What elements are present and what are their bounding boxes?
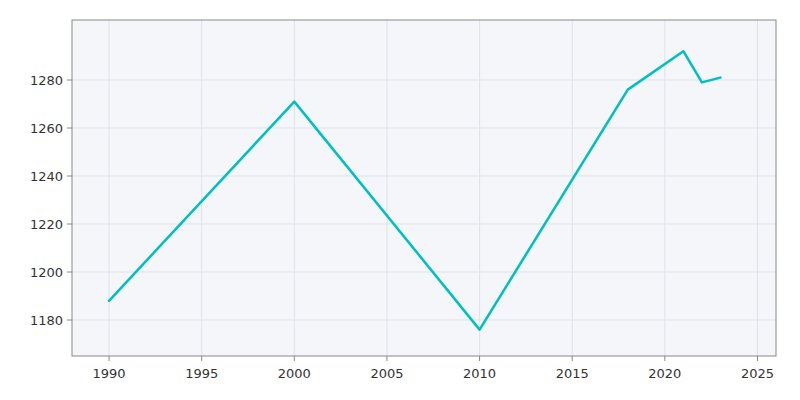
- x-tick: [664, 356, 665, 361]
- x-grid-line: [572, 20, 573, 356]
- y-tick-label: 1220: [30, 217, 63, 232]
- y-tick: [67, 80, 72, 81]
- y-tick: [67, 128, 72, 129]
- y-grid-line: [72, 320, 776, 321]
- plot-frame: [72, 20, 776, 356]
- x-tick: [201, 356, 202, 361]
- x-tick-label: 2010: [463, 366, 496, 381]
- y-grid-line: [72, 80, 776, 81]
- data-line: [109, 51, 720, 329]
- x-tick-label: 1990: [93, 366, 126, 381]
- x-grid-line: [664, 20, 665, 356]
- x-grid-line: [109, 20, 110, 356]
- axes: 1990 1995 2000 2005 2010 2015 2020 2025 1180 1200…: [30, 73, 774, 382]
- y-tick-label: 1240: [30, 169, 63, 184]
- x-tick-label: 1995: [185, 366, 218, 381]
- y-tick: [67, 320, 72, 321]
- x-grid-line: [386, 20, 387, 356]
- plot-background: [72, 20, 776, 356]
- y-tick: [67, 272, 72, 273]
- y-tick-label: 1180: [30, 313, 63, 328]
- y-grid-line: [72, 224, 776, 225]
- chart-svg: 1990 1995 2000 2005 2010 2015 2020 2025 1180 1200…: [0, 0, 800, 400]
- x-grid-line: [294, 20, 295, 356]
- y-grid-line: [72, 272, 776, 273]
- x-tick-label: 2020: [648, 366, 681, 381]
- grid: [72, 20, 776, 356]
- x-tick: [109, 356, 110, 361]
- x-tick: [294, 356, 295, 361]
- x-tick-label: 2025: [741, 366, 774, 381]
- y-tick-label: 1260: [30, 121, 63, 136]
- x-tick: [386, 356, 387, 361]
- x-grid-line: [201, 20, 202, 356]
- y-tick: [67, 176, 72, 177]
- x-tick-label: 2015: [556, 366, 589, 381]
- x-tick: [479, 356, 480, 361]
- y-tick: [67, 224, 72, 225]
- data-layer: [109, 51, 720, 329]
- x-tick: [572, 356, 573, 361]
- y-tick-label: 1200: [30, 265, 63, 280]
- y-grid-line: [72, 176, 776, 177]
- x-grid-line: [479, 20, 480, 356]
- x-grid-line: [757, 20, 758, 356]
- x-tick-label: 2005: [370, 366, 403, 381]
- x-tick-label: 2000: [278, 366, 311, 381]
- y-grid-line: [72, 128, 776, 129]
- y-tick-label: 1280: [30, 73, 63, 88]
- x-tick: [757, 356, 758, 361]
- chart-container: 1990 1995 2000 2005 2010 2015 2020 2025 1180 1200…: [0, 0, 800, 400]
